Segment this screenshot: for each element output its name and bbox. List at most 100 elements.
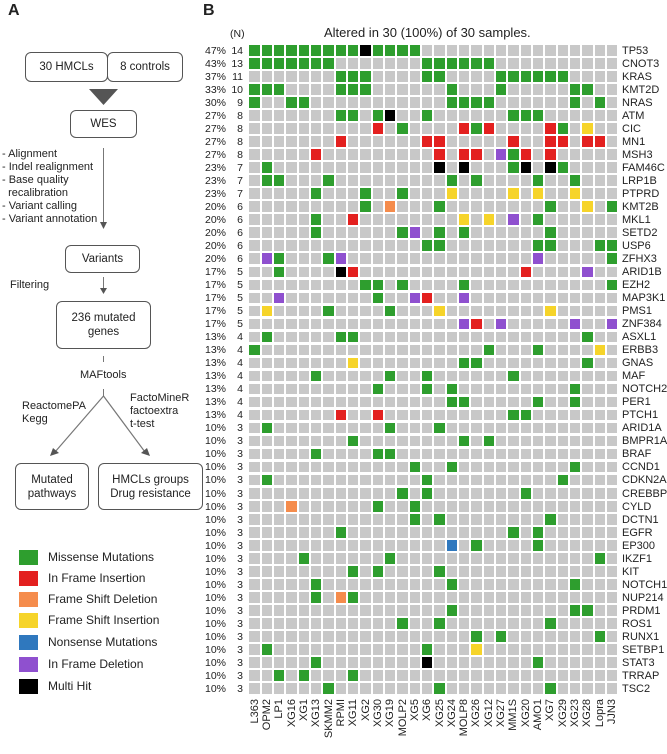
oncoplot-cell-empty [557,488,569,499]
oncoplot-cell-empty [569,149,581,160]
gene-label: ARID1A [622,422,662,435]
oncoplot-cell-empty [335,357,347,369]
oncoplot-cell-empty [261,605,273,616]
oncoplot-cell-empty [360,514,371,525]
oncoplot-cell-empty [495,201,507,212]
oncoplot-cell-mutation [532,396,544,408]
oncoplot-cell-empty [372,136,384,147]
oncoplot-cell-empty [286,592,297,603]
oncoplot-cell-empty [397,553,408,564]
oncoplot-cell-empty [495,579,507,590]
oncoplot-cell-empty [323,318,334,330]
oncoplot-cell-empty [569,422,581,434]
oncoplot-cell-empty [310,279,322,291]
oncoplot-cell-mutation [335,84,347,95]
oncoplot-cell-empty [249,579,260,590]
oncoplot-cell-empty [298,383,310,395]
oncoplot-cell-empty [298,240,310,251]
oncoplot-cell-empty [495,370,507,382]
oncoplot-cell-empty [545,279,556,291]
oncoplot-cell-empty [582,514,593,525]
oncoplot-cell-empty [286,240,297,251]
oncoplot-cell-mutation [495,149,507,160]
oncoplot-cell-empty [409,253,421,264]
oncoplot-cell-empty [335,162,347,173]
oncoplot-cell-empty [532,162,544,173]
oncoplot-cell-empty [458,618,470,629]
oncoplot-cell-empty [249,175,260,186]
oncoplot-cell-empty [372,474,384,486]
tool-kegg: Kegg [22,413,48,425]
oncoplot-cell-mutation [594,240,606,251]
oncoplot-cell-empty [310,97,322,108]
oncoplot-cell-mutation [335,592,347,603]
oncoplot-cell-mutation [298,97,310,108]
oncoplot-cell-empty [286,474,297,486]
oncoplot-cell-empty [372,149,384,160]
oncoplot-cell-empty [261,240,273,251]
oncoplot-cell-mutation [446,383,458,395]
gene-label: ASXL1 [622,331,657,344]
oncoplot-cell-empty [520,514,532,525]
oncoplot-cell-mutation [545,514,556,525]
oncoplot-cell-empty [545,357,556,369]
oncoplot-cell-empty [532,409,544,421]
wes-box: WES [70,110,137,138]
oncoplot-cell-empty [273,136,285,147]
oncoplot-cell-empty [495,592,507,603]
oncoplot-cell-empty [471,396,482,408]
oncoplot-cell-empty [606,370,618,382]
oncoplot-cell-empty [594,357,606,369]
gene-count: 13 [231,57,243,70]
gene-count: 6 [237,226,243,239]
gene-label: PRDM1 [622,604,661,617]
oncoplot-cell-empty [532,461,544,473]
oncoplot-cell-mutation [286,97,297,108]
oncoplot-cell-empty [594,409,606,421]
oncoplot-cell-mutation [446,605,458,616]
oncoplot-cell-empty [483,279,495,291]
oncoplot-cell-empty [360,227,371,238]
oncoplot-cell-empty [483,644,495,655]
oncoplot-cell-mutation [421,292,433,304]
oncoplot-cell-mutation [261,84,273,95]
oncoplot-cell-empty [409,488,421,499]
gene-count: 6 [237,213,243,226]
oncoplot-cell-mutation [421,58,433,69]
oncoplot-cell-empty [545,579,556,590]
oncoplot-cell-empty [310,110,322,121]
oncoplot-cell-empty [273,514,285,525]
oncoplot-cell-empty [606,214,618,225]
oncoplot-cell-empty [594,253,606,264]
oncoplot-cell-mutation [508,214,519,225]
step-variant-annotation: - Variant annotation [2,213,98,225]
oncoplot-cell-mutation [471,318,482,330]
oncoplot-cell-mutation [520,71,532,82]
pipeline-steps: - Alignment - Indel realignment - Base q… [2,148,97,226]
gene-percent: 10% [205,643,227,656]
gene-percent: 10% [205,448,227,461]
gene-label: ERBB3 [622,344,659,357]
oncoplot-cell-empty [569,370,581,382]
oncoplot-cell-empty [421,461,433,473]
oncoplot-cell-empty [372,318,384,330]
oncoplot-cell-empty [261,488,273,499]
oncoplot-cell-mutation [372,501,384,512]
oncoplot-cell-mutation [347,71,359,82]
gene-percent: 43% [205,57,227,70]
right-branch-arrow [103,395,146,453]
gene-percent: 10% [205,604,227,617]
oncoplot-cell-empty [397,253,408,264]
oncoplot-cell-mutation [273,266,285,277]
oncoplot-cell-empty [495,618,507,629]
controls-box: 8 controls [107,52,183,82]
oncoplot-cell-empty [495,357,507,369]
oncoplot-cell-empty [594,266,606,277]
oncoplot-cell-empty [372,227,384,238]
sample-label: AMO1 [532,699,545,731]
oncoplot-cell-empty [261,136,273,147]
oncoplot-cell-empty [532,292,544,304]
oncoplot-cell-mutation [508,110,519,121]
oncoplot-cell-empty [458,605,470,616]
oncoplot-cell-empty [323,461,334,473]
